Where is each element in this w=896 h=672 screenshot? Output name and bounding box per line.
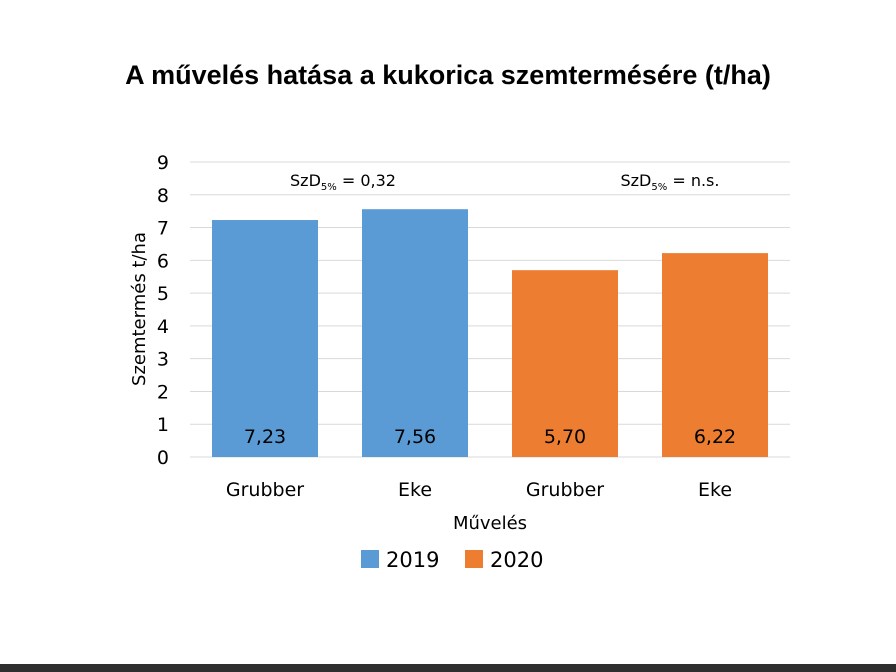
x-axis-title: Művelés bbox=[453, 513, 527, 534]
y-axis-ticks: 0 1 2 3 4 5 6 7 8 9 bbox=[157, 152, 169, 469]
data-label: 7,56 bbox=[394, 426, 436, 448]
y-tick-label: 0 bbox=[157, 447, 169, 469]
legend-swatch bbox=[465, 550, 483, 568]
data-label: 5,70 bbox=[544, 426, 586, 448]
x-category-label: Grubber bbox=[526, 479, 604, 501]
legend: 2019 2020 bbox=[361, 548, 543, 572]
data-label: 7,23 bbox=[244, 426, 286, 448]
bar bbox=[362, 209, 468, 457]
bars bbox=[212, 209, 768, 457]
bar bbox=[512, 270, 618, 457]
y-tick-label: 7 bbox=[157, 218, 169, 240]
y-tick-label: 8 bbox=[157, 185, 169, 207]
y-tick-label: 1 bbox=[157, 414, 169, 436]
y-tick-label: 9 bbox=[157, 152, 169, 174]
bar bbox=[212, 220, 318, 457]
data-label: 6,22 bbox=[694, 426, 736, 448]
bottom-divider bbox=[0, 664, 896, 672]
legend-label: 2019 bbox=[386, 548, 439, 572]
x-axis-categories: Grubber Eke Grubber Eke bbox=[226, 479, 732, 501]
x-category-label: Eke bbox=[398, 479, 432, 501]
legend-label: 2020 bbox=[490, 548, 543, 572]
bar bbox=[662, 253, 768, 457]
x-category-label: Eke bbox=[698, 479, 732, 501]
x-category-label: Grubber bbox=[226, 479, 304, 501]
y-axis-title: Szemtermés t/ha bbox=[129, 232, 150, 386]
data-labels: 7,23 7,56 5,70 6,22 bbox=[244, 426, 736, 448]
significance-annotation: SzD5% = n.s. bbox=[621, 171, 720, 193]
y-tick-label: 3 bbox=[157, 349, 169, 371]
y-tick-label: 2 bbox=[157, 381, 169, 403]
y-tick-label: 5 bbox=[157, 283, 169, 305]
y-tick-label: 6 bbox=[157, 250, 169, 272]
chart-title: A művelés hatása a kukorica szemtermésér… bbox=[125, 60, 771, 90]
y-tick-label: 4 bbox=[157, 316, 169, 338]
significance-annotation: SzD5% = 0,32 bbox=[290, 171, 396, 193]
legend-swatch bbox=[361, 550, 379, 568]
annotations: SzD5% = 0,32 SzD5% = n.s. bbox=[290, 171, 719, 193]
